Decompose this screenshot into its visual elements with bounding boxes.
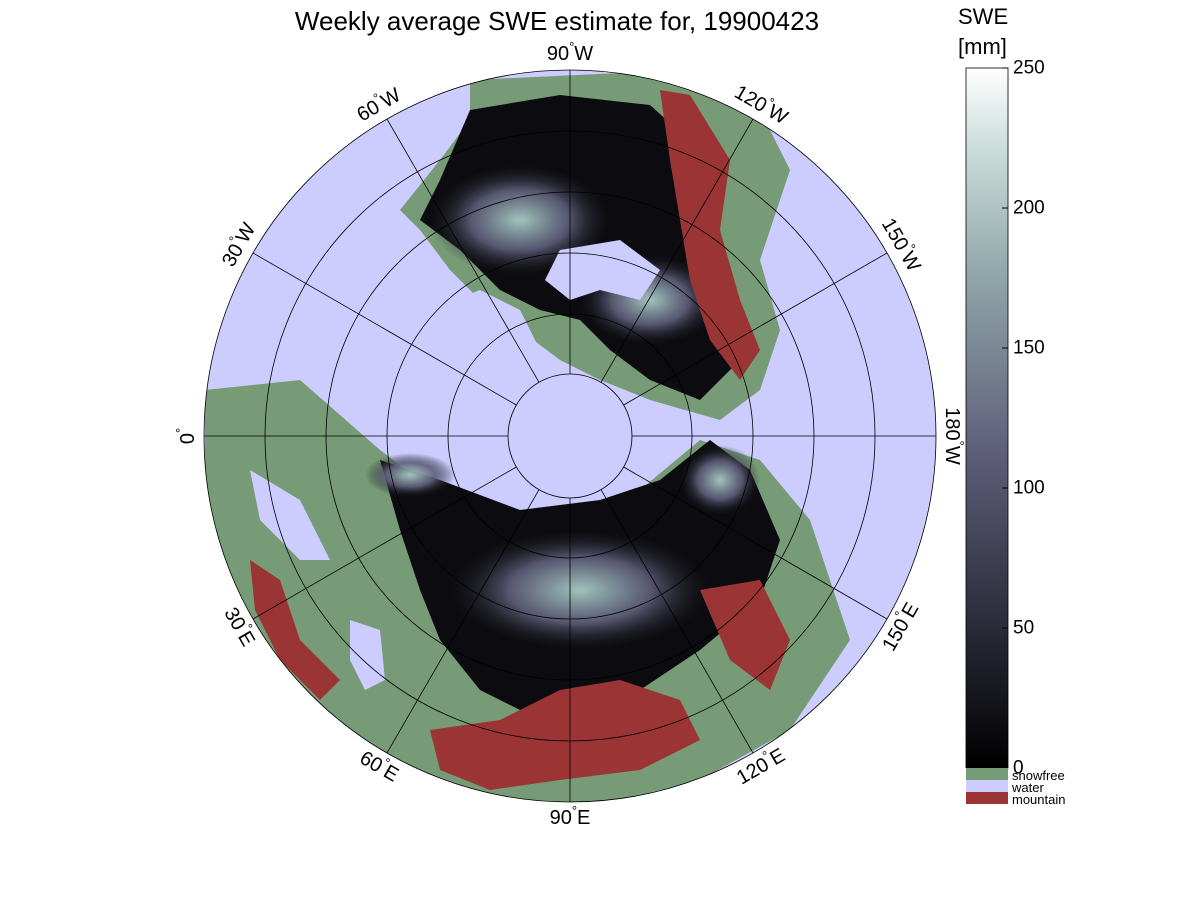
meridian-line <box>623 252 888 406</box>
meridian-label-degree-sign: ° <box>953 441 968 446</box>
greenland <box>430 290 540 400</box>
meridian-line <box>600 118 754 383</box>
scandinavia-snow <box>365 453 455 497</box>
meridian-label-degree-sign: ° <box>569 39 574 54</box>
meridian-label-degrees: 90 <box>547 43 569 65</box>
rocky-mountains <box>660 90 760 380</box>
hudson-bay <box>545 240 660 300</box>
meridian-label-degrees: 180 <box>941 407 963 440</box>
colorbar-tick-label: 200 <box>1013 198 1045 219</box>
meridian-label-degree-sign: ° <box>572 803 577 818</box>
colorbar-tick-label: 50 <box>1013 618 1034 639</box>
far-east-deep-snow <box>680 445 760 515</box>
meridian-label: 180°W <box>941 407 968 465</box>
meridian-line <box>600 489 754 754</box>
meridian-label-direction: W <box>896 248 925 275</box>
meridian-label-direction: E <box>766 744 789 770</box>
legend-water-label: water <box>1011 780 1044 795</box>
colorbar-title-line1: SWE <box>958 4 1008 29</box>
colorbar-tick-label: 150 <box>1013 338 1045 359</box>
meridian-label-degrees: 90 <box>550 807 572 829</box>
meridian-label-direction: E <box>577 807 590 829</box>
legend-snowfree-label: snowfree <box>1012 768 1065 783</box>
meridian-line <box>623 466 888 620</box>
europe-mountains <box>250 560 340 700</box>
legend-mountain-label: mountain <box>1012 792 1065 807</box>
meridian-label: 0° <box>173 428 200 444</box>
north-pole-region <box>508 374 632 498</box>
legend-mountain-swatch <box>966 792 1008 804</box>
legend-snowfree-swatch <box>966 768 1008 780</box>
siberia-deep-snow <box>450 530 710 650</box>
colorbar-title-line2: [mm] <box>958 34 1007 59</box>
meridian-label: 90°W <box>547 39 593 66</box>
meridian-line <box>252 466 517 620</box>
colorbar-tick-label: 100 <box>1013 478 1045 499</box>
meridian-label-degrees: 0 <box>177 433 199 444</box>
meridian-label-direction: W <box>941 446 963 465</box>
meridian-label-degrees: 30 <box>218 240 248 270</box>
colorbar-ticks: 0 50 100 150 200 250 <box>1002 58 1045 779</box>
meridian-label-degree-sign: ° <box>173 428 188 433</box>
colorbar-tick-label: 250 <box>1013 58 1045 79</box>
meridian-line <box>386 489 540 754</box>
meridian-line <box>252 252 517 406</box>
east-asia-mountains <box>700 580 790 690</box>
meridian-label-direction: E <box>233 628 259 651</box>
polar-map <box>204 70 936 802</box>
map-title: Weekly average SWE estimate for, 1990042… <box>295 6 819 36</box>
colorbar-gradient <box>965 67 1009 769</box>
meridian-label: 90°E <box>550 803 591 830</box>
meridian-label-degrees: 60 <box>356 747 386 777</box>
meridian-lines <box>204 70 936 802</box>
central-asia-mountains <box>430 680 700 790</box>
meridian-label-direction: W <box>377 84 404 113</box>
colorbar-tick-label: 0 <box>1013 758 1024 779</box>
legend-water-swatch <box>966 780 1008 792</box>
north-america-deep-snow <box>430 165 610 275</box>
meridian-line <box>386 118 540 383</box>
caspian-sea <box>350 620 385 690</box>
meridian-label-direction: W <box>574 43 593 65</box>
